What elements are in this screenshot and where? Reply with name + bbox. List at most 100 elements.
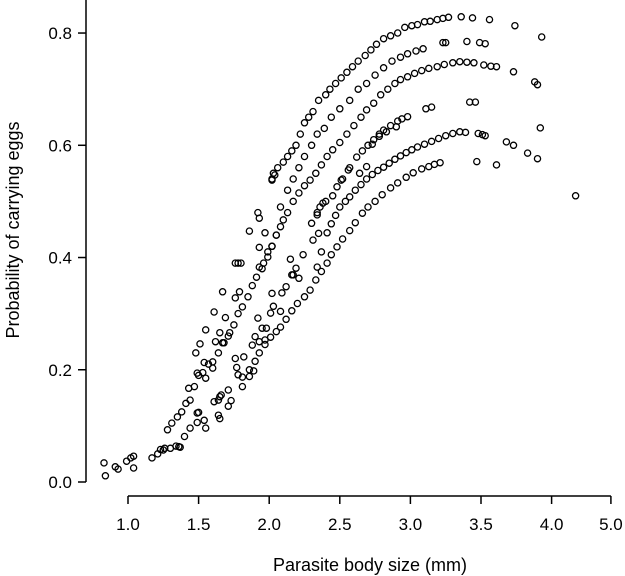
data-point — [234, 309, 242, 318]
data-point — [361, 51, 369, 60]
data-point — [114, 465, 122, 473]
data-point — [327, 113, 336, 121]
data-point — [312, 276, 320, 284]
data-point — [367, 46, 375, 54]
data-point — [456, 57, 464, 66]
data-point — [231, 294, 240, 302]
data-point — [252, 273, 261, 281]
data-point — [333, 243, 341, 251]
data-point — [216, 328, 224, 337]
data-point — [210, 308, 218, 316]
data-point — [173, 413, 182, 421]
data-point — [251, 332, 259, 341]
data-point — [348, 62, 357, 71]
data-point — [427, 103, 436, 111]
data-point — [402, 148, 410, 157]
data-point — [417, 165, 426, 173]
data-point — [533, 154, 542, 163]
data-point — [374, 166, 382, 175]
data-point — [218, 288, 227, 296]
data-point — [392, 123, 401, 131]
y-tick-label: 0.0 — [48, 473, 72, 492]
data-point — [279, 158, 288, 166]
data-point — [245, 372, 254, 381]
x-tick-label: 2.5 — [328, 515, 352, 534]
data-point — [350, 121, 358, 130]
data-point — [227, 396, 235, 405]
data-point — [417, 66, 426, 75]
data-point — [300, 293, 309, 301]
data-point — [224, 386, 233, 394]
data-point — [317, 267, 326, 276]
data-point — [351, 218, 360, 227]
data-point — [201, 424, 210, 432]
data-point — [327, 220, 336, 228]
data-point — [337, 176, 345, 184]
data-point — [268, 289, 276, 298]
data-point — [327, 250, 336, 259]
data-point — [234, 259, 242, 267]
data-point — [444, 13, 453, 22]
y-tick-label: 0.8 — [48, 24, 72, 43]
data-point — [293, 299, 302, 308]
data-point — [245, 366, 254, 374]
data-point — [249, 367, 258, 375]
y-ticks: 0.0 0.2 0.4 0.6 0.8 — [48, 24, 86, 492]
data-point — [323, 259, 331, 267]
data-point — [396, 75, 405, 84]
data-point — [403, 50, 412, 58]
data-point — [319, 199, 327, 207]
data-point — [304, 113, 313, 121]
data-point — [357, 180, 365, 189]
data-point — [295, 163, 303, 172]
data-point — [283, 208, 292, 217]
x-tick-label: 3.5 — [469, 515, 493, 534]
data-point — [224, 332, 233, 340]
data-point — [214, 349, 223, 357]
data-point — [235, 288, 244, 296]
data-point — [320, 124, 329, 133]
data-point — [300, 152, 309, 161]
data-point — [331, 79, 340, 88]
data-point — [225, 328, 234, 337]
data-point — [362, 162, 371, 171]
data-point — [468, 14, 477, 22]
data-point — [262, 324, 271, 332]
x-tick-label: 5.0 — [599, 515, 623, 534]
data-point — [352, 153, 361, 161]
data-point — [351, 186, 360, 194]
data-point — [362, 79, 371, 88]
data-point — [364, 141, 372, 150]
data-point — [255, 263, 264, 271]
data-point — [248, 341, 257, 349]
data-point — [537, 33, 546, 41]
data-point — [300, 181, 309, 190]
data-point — [413, 143, 422, 151]
data-point — [282, 282, 290, 291]
data-point — [345, 193, 354, 201]
data-point — [328, 192, 337, 200]
data-point — [244, 293, 252, 301]
data-point — [292, 141, 300, 150]
data-point — [485, 15, 494, 24]
data-point — [391, 155, 399, 164]
data-point — [156, 445, 165, 454]
data-point — [425, 64, 433, 73]
data-point — [251, 357, 259, 366]
data-point — [258, 324, 266, 332]
data-point — [288, 147, 296, 155]
data-point — [231, 259, 240, 267]
data-point — [393, 179, 402, 187]
data-point — [210, 397, 218, 406]
data-point — [186, 396, 194, 404]
data-point — [511, 21, 519, 30]
data-point — [313, 130, 321, 138]
data-point — [254, 314, 262, 322]
data-point — [323, 229, 331, 237]
data-point — [208, 364, 217, 372]
data-point — [481, 39, 489, 48]
x-tick-label: 2.0 — [257, 515, 281, 534]
x-tick-label: 1.0 — [116, 515, 140, 534]
data-point — [388, 57, 396, 65]
data-point — [273, 163, 282, 172]
